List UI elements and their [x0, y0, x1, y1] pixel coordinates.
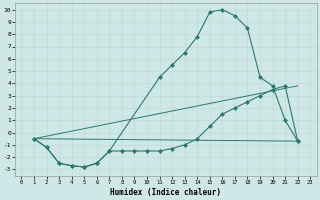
X-axis label: Humidex (Indice chaleur): Humidex (Indice chaleur): [110, 188, 221, 197]
